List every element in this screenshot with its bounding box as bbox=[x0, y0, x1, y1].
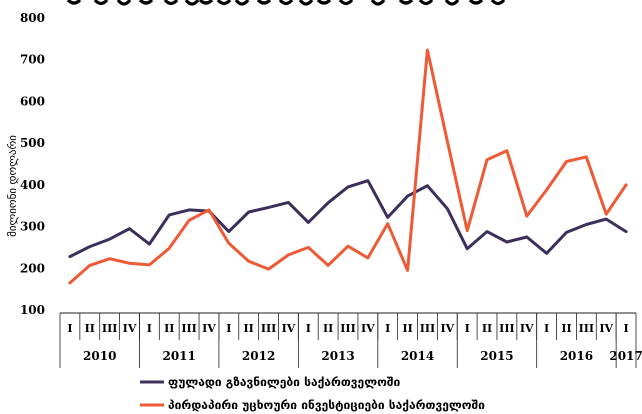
x-axis: I II III IV I II III IV I II III IV I II III IV I II III IV… bbox=[59, 312, 642, 368]
quarter-tick-label: I bbox=[306, 322, 311, 335]
quarter-tick-label: II bbox=[402, 322, 412, 335]
quarter-tick-label: II bbox=[85, 322, 95, 335]
year-tick-label: 2010 bbox=[83, 349, 116, 363]
year-tick-label: 2011 bbox=[162, 349, 195, 363]
quarter-tick-label: IV bbox=[202, 322, 216, 335]
quarter-tick-label: III bbox=[420, 322, 435, 335]
quarter-tick-label: IV bbox=[520, 322, 534, 335]
quarter-tick-label: I bbox=[465, 322, 470, 335]
chart-title-fragment bbox=[66, 0, 506, 6]
quarter-tick-label: IV bbox=[123, 322, 137, 335]
quarter-tick-label: I bbox=[67, 322, 72, 335]
title-fragment-glyph bbox=[256, 0, 272, 5]
year-tick-label: 2017 bbox=[609, 349, 642, 363]
series-layer bbox=[68, 48, 628, 285]
title-fragment-glyph bbox=[66, 0, 82, 5]
title-fragment-glyph bbox=[418, 0, 434, 6]
y-axis: 100 200 300 400 500 600 700 800 bbox=[20, 11, 45, 317]
legend: ფულადი გზავნილები საქართველოში პირდაპირი … bbox=[140, 375, 485, 412]
quarter-tick-label: III bbox=[102, 322, 117, 335]
y-tick-label: 700 bbox=[20, 53, 45, 67]
quarter-tick-label: III bbox=[499, 322, 514, 335]
legend-label: პირდაპირი უცხოური ინვესტიციები საქართველ… bbox=[168, 398, 485, 412]
y-tick-label: 500 bbox=[20, 136, 45, 150]
quarter-tick-label: IV bbox=[440, 322, 454, 335]
quarter-tick-label: III bbox=[261, 322, 276, 335]
quarter-tick-label: I bbox=[226, 322, 231, 335]
quarter-tick-label: I bbox=[385, 322, 390, 335]
quarter-tick-label: II bbox=[482, 322, 492, 335]
quarter-tick-label: III bbox=[340, 322, 355, 335]
quarter-tick-label: IV bbox=[361, 322, 375, 335]
title-fragment-glyph bbox=[338, 0, 354, 6]
title-fragment-glyph bbox=[93, 0, 109, 6]
quarter-tick-label: IV bbox=[282, 322, 296, 335]
year-tick-label: 2015 bbox=[480, 349, 513, 363]
title-fragment-glyph bbox=[278, 0, 294, 6]
year-tick-label: 2016 bbox=[560, 349, 593, 363]
quarter-tick-label: III bbox=[579, 322, 594, 335]
year-tick-label: 2014 bbox=[401, 349, 434, 363]
quarter-tick-label: IV bbox=[599, 322, 613, 335]
title-fragment-glyph bbox=[138, 0, 154, 5]
y-tick-label: 100 bbox=[20, 303, 45, 317]
quarter-tick-label: II bbox=[244, 322, 254, 335]
quarter-tick-label: II bbox=[164, 322, 174, 335]
title-fragment-glyph bbox=[216, 0, 232, 6]
title-fragment-glyph bbox=[198, 0, 214, 5]
year-tick-label: 2013 bbox=[321, 349, 354, 363]
quarter-tick-label: II bbox=[561, 322, 571, 335]
title-fragment-glyph bbox=[370, 0, 386, 6]
series-line bbox=[68, 179, 628, 259]
y-axis-label: მილიონი დოლარი bbox=[6, 135, 19, 237]
title-fragment-glyph bbox=[234, 0, 250, 6]
quarter-tick-label: I bbox=[147, 322, 152, 335]
legend-label: ფულადი გზავნილები საქართველოში bbox=[168, 375, 400, 389]
title-fragment-glyph bbox=[468, 0, 484, 5]
y-tick-label: 300 bbox=[20, 220, 45, 234]
y-tick-label: 800 bbox=[20, 11, 45, 25]
title-fragment-glyph bbox=[163, 0, 179, 6]
title-fragment-glyph bbox=[490, 0, 506, 6]
quarter-tick-label: II bbox=[323, 322, 333, 335]
title-fragment-glyph bbox=[316, 0, 332, 5]
y-tick-label: 200 bbox=[20, 261, 45, 275]
quarter-tick-label: I bbox=[623, 322, 628, 335]
y-tick-label: 600 bbox=[20, 94, 45, 108]
quarter-tick-label: I bbox=[544, 322, 549, 335]
title-fragment-glyph bbox=[298, 0, 314, 6]
year-tick-label: 2012 bbox=[242, 349, 275, 363]
series-line bbox=[68, 48, 628, 285]
title-fragment-glyph bbox=[116, 0, 132, 6]
y-tick-label: 400 bbox=[20, 178, 45, 192]
title-fragment-glyph bbox=[184, 0, 200, 6]
quarter-tick-label: III bbox=[181, 322, 196, 335]
title-fragment-glyph bbox=[444, 0, 460, 6]
title-fragment-glyph bbox=[398, 0, 414, 5]
